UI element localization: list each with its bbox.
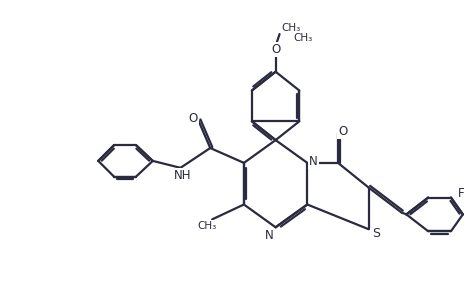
Text: O: O bbox=[271, 44, 280, 56]
Text: S: S bbox=[372, 227, 380, 240]
Text: CH₃: CH₃ bbox=[282, 23, 301, 33]
Text: N: N bbox=[309, 155, 318, 168]
Text: O: O bbox=[338, 125, 348, 138]
Text: CH₃: CH₃ bbox=[293, 33, 313, 43]
Text: O: O bbox=[189, 112, 198, 125]
Text: NH: NH bbox=[174, 169, 191, 182]
Text: N: N bbox=[265, 229, 274, 242]
Text: CH₃: CH₃ bbox=[197, 221, 217, 231]
Text: F: F bbox=[458, 187, 464, 200]
